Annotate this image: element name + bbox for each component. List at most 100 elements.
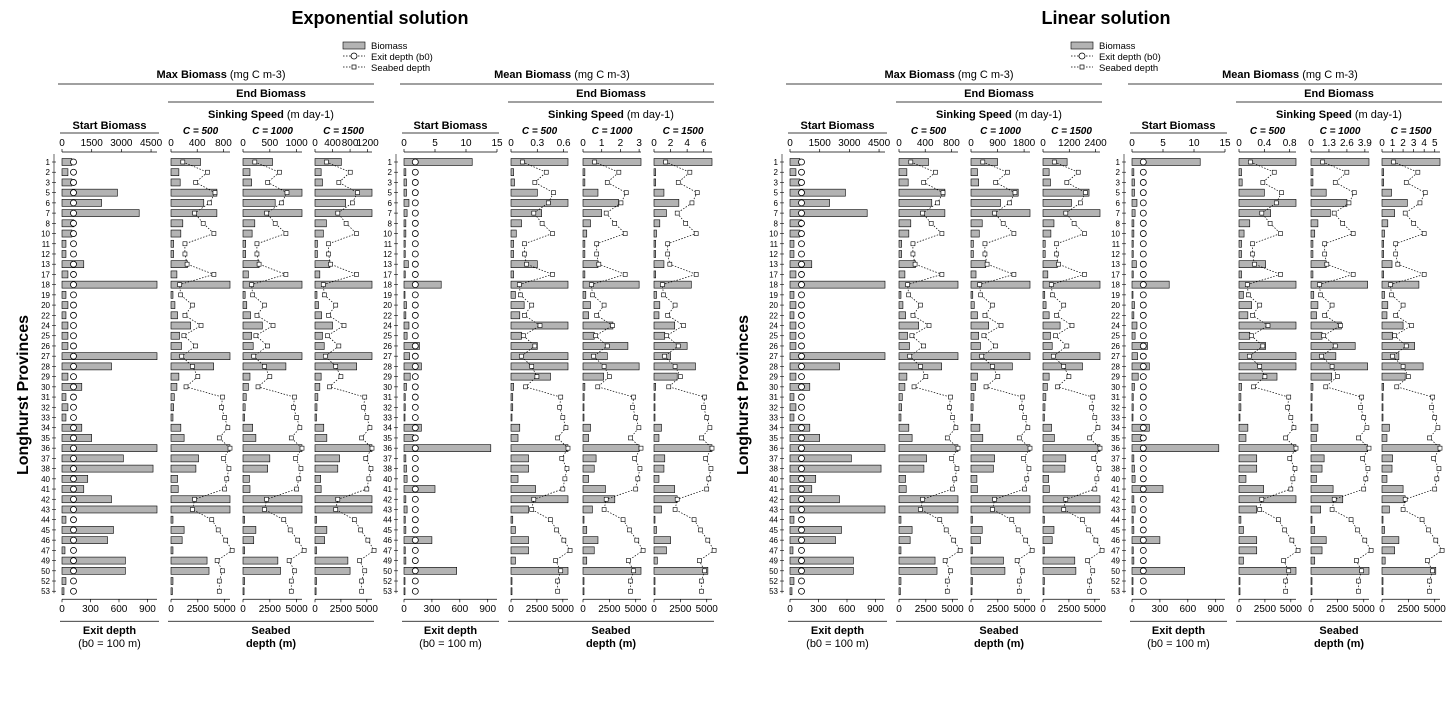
bar: [1131, 454, 1135, 463]
province-label: 43: [1111, 505, 1120, 514]
exit-depth-marker: [411, 403, 419, 411]
seabed-depth-marker: [293, 456, 298, 461]
bar: [1131, 209, 1136, 217]
seabed-depth-marker: [1053, 333, 1058, 339]
seabed-depth-line: [179, 161, 233, 592]
seabed-depth-marker: [640, 548, 646, 553]
x-tick-label: 0: [896, 138, 902, 149]
seabed-depth-marker: [522, 241, 527, 247]
exit-depth-marker: [798, 240, 805, 248]
bar: [403, 475, 408, 483]
seabed-depth-marker: [249, 282, 254, 287]
province-label: 34: [41, 424, 50, 433]
seabed-depth-marker: [667, 261, 673, 267]
bar: [1238, 188, 1265, 197]
province-label: 42: [769, 495, 778, 504]
seabed-depth-marker: [1092, 415, 1098, 420]
bar: [403, 229, 407, 238]
seabed-depth-marker: [294, 486, 299, 492]
seabed-depth-marker: [1366, 445, 1372, 451]
bar: [1238, 291, 1244, 299]
bar: [170, 291, 174, 299]
bar: [170, 393, 175, 401]
seabed-depth-marker: [1322, 312, 1328, 318]
seabed-depth-marker: [291, 404, 296, 410]
exit-depth-marker: [70, 567, 77, 575]
bar: [1042, 434, 1055, 442]
bar: [1310, 434, 1317, 442]
x-tick-label: 0.3: [530, 138, 544, 149]
bar: [1042, 168, 1050, 177]
seabed-depth-marker: [990, 302, 995, 308]
seabed-depth-marker: [1282, 527, 1287, 533]
seabed-title-1: Seabed: [979, 625, 1018, 637]
bar: [653, 250, 656, 258]
exit-depth-marker: [411, 168, 419, 176]
start-biomass-label: Start Biomass: [801, 120, 875, 132]
x-tick-label: 400: [189, 138, 206, 149]
seabed-depth-marker: [681, 323, 686, 328]
seabed-depth-marker: [1064, 180, 1070, 185]
bar: [970, 515, 973, 524]
bar: [1238, 178, 1243, 187]
seabed-depth-marker: [341, 323, 347, 328]
province-label: 2: [774, 168, 779, 177]
bar: [242, 546, 245, 555]
seabed-depth-marker: [288, 435, 294, 441]
seabed-depth-marker: [193, 343, 198, 349]
province-label: 33: [383, 414, 392, 423]
province-label: 33: [769, 414, 778, 423]
seabed-depth-marker: [1087, 588, 1092, 594]
exit-depth-marker: [1139, 434, 1147, 442]
bar: [898, 444, 959, 452]
x-tick-label: 2.6: [1340, 138, 1354, 149]
exit-depth-marker: [1139, 230, 1147, 237]
province-label: 13: [1111, 260, 1120, 269]
bar: [653, 270, 656, 279]
bar: [1310, 383, 1314, 391]
exit-depth-marker: [70, 403, 77, 411]
bar: [510, 250, 514, 258]
seabed-tick-label: 5000: [552, 604, 575, 615]
bar: [170, 219, 184, 228]
exit-depth-marker: [411, 332, 419, 340]
seabed-depth-marker: [1086, 527, 1091, 533]
seabed-depth-marker: [555, 578, 560, 584]
seabed-depth-marker: [699, 588, 704, 594]
bar: [1042, 495, 1101, 504]
bar: [1310, 270, 1314, 279]
legend-biomass-swatch: [342, 41, 366, 50]
province-label: 26: [41, 342, 50, 351]
province-label: 11: [384, 240, 393, 249]
seabed-depth-marker: [1075, 169, 1081, 175]
seabed-depth-marker: [632, 456, 637, 461]
bar: [170, 475, 178, 483]
x-tick-label: 5: [1432, 138, 1438, 149]
panel-title: Exponential solution: [291, 8, 468, 28]
bar: [1131, 475, 1136, 483]
x-tick-label: 3000: [838, 138, 861, 149]
group-title: Mean Biomass (mg C m-3): [1222, 69, 1358, 81]
seabed-depth-marker: [921, 180, 926, 185]
seabed-depth-marker: [1091, 456, 1097, 461]
seabed-depth-marker: [1063, 210, 1069, 216]
bar: [1131, 495, 1135, 504]
seabed-depth-marker: [1437, 445, 1443, 451]
seabed-depth-marker: [277, 169, 282, 175]
exit-depth-marker: [798, 230, 805, 237]
seabed-depth-marker: [220, 568, 225, 574]
seabed-depth-marker: [190, 507, 195, 512]
bar: [170, 331, 180, 340]
province-label: 38: [383, 465, 392, 474]
exit-depth-marker: [70, 434, 77, 442]
x-tick-label: 800: [943, 138, 960, 149]
seabed-depth-marker: [1069, 323, 1075, 328]
seabed-depth-marker: [693, 272, 699, 277]
seabed-depth-marker: [369, 445, 375, 451]
bar: [403, 403, 406, 412]
bar: [653, 393, 656, 401]
seabed-depth-marker: [1392, 333, 1397, 339]
seabed-depth-marker: [635, 476, 641, 482]
seabed-depth-marker: [207, 200, 212, 206]
